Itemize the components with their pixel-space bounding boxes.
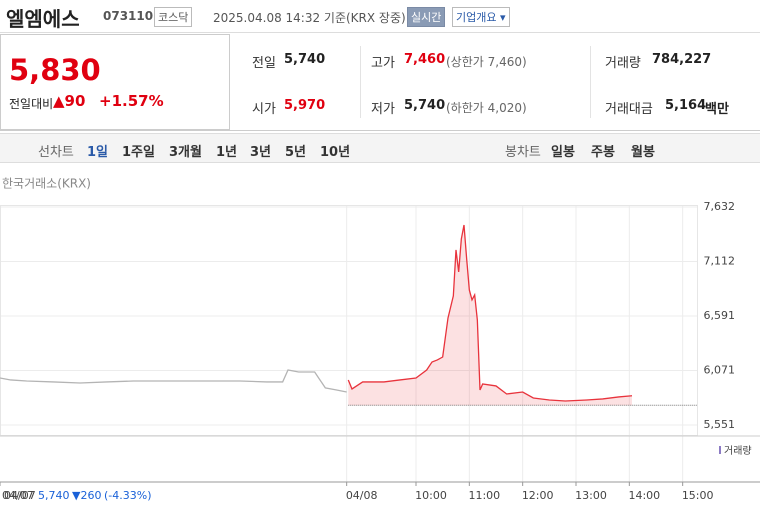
stock-code: 073110 — [103, 9, 154, 23]
y-tick-label: 7,112 — [704, 254, 736, 267]
stat-label: 전일 — [252, 56, 276, 71]
stat-unit: 백만 — [705, 102, 729, 117]
volume-legend: 거래량 — [724, 445, 752, 457]
tab-group-label: 선차트 — [38, 145, 74, 160]
stat-value: 7,460 — [404, 52, 446, 67]
chart-tabs: 선차트 1일 1주일 3개월 1년 3년 5년 10년 봉차트 일봉 주봉 월봉 — [0, 133, 760, 163]
line — [347, 224, 633, 402]
chart-source: 한국거래소(KRX) — [2, 177, 91, 191]
stat-value: 784,227 — [652, 52, 712, 67]
stat-note: (상한가 7,460) — [446, 55, 527, 69]
tab[interactable]: 1주일 — [122, 145, 155, 160]
stat-value: 5,740 — [284, 52, 326, 67]
stock-name: 엘엠에스 — [6, 7, 80, 31]
footer-change: ▼260 — [72, 489, 101, 502]
x-tick-label: 04/08 — [346, 489, 378, 502]
y-tick-label: 5,551 — [704, 418, 736, 431]
legend-swatch — [719, 446, 721, 454]
y-tick-label: 6,591 — [704, 309, 736, 322]
y-tick-label: 7,632 — [704, 200, 736, 213]
header: 엘엠에스 073110 코스닥 2025.04.08 14:32 기준(KRX … — [0, 0, 760, 33]
divider — [590, 46, 591, 118]
stat-label: 시가 — [252, 102, 276, 117]
x-tick-label: 10:00 — [415, 489, 447, 502]
divider — [0, 130, 760, 131]
tab[interactable]: 주봉 — [591, 145, 615, 160]
stat-value: 5,164 — [665, 98, 707, 113]
tab[interactable]: 1일 — [87, 145, 109, 160]
stat-label: 고가 — [371, 56, 395, 71]
x-tick-label: 11:00 — [468, 489, 500, 502]
tab[interactable]: 월봉 — [631, 145, 655, 160]
stat-label: 거래대금 — [605, 102, 653, 117]
tab-group-label: 봉차트 — [505, 145, 541, 160]
y-tick-label: 6,071 — [704, 364, 736, 377]
line — [0, 369, 347, 393]
area — [348, 225, 632, 406]
chart: 한국거래소(KRX) 거래량 04/07 5,740 ▼260 (-4.33%)… — [0, 177, 760, 502]
company-info-button[interactable]: 기업개요 ▾ — [452, 7, 510, 27]
timestamp: 2025.04.08 14:32 기준(KRX 장중) — [213, 11, 406, 25]
change: ▲90 — [53, 92, 86, 110]
current-price: 5,830 — [9, 53, 101, 87]
x-tick-label: 04/07 — [2, 489, 34, 502]
footer-rate: (-4.33%) — [104, 489, 152, 502]
change-label: 전일대비 — [9, 97, 54, 111]
divider — [360, 46, 361, 118]
footer-date: 04/07 — [4, 489, 36, 502]
price-box: 5,830 전일대비 ▲90 +1.57% — [0, 34, 230, 130]
x-tick-label: 12:00 — [522, 489, 554, 502]
market-badge: 코스닥 — [154, 7, 193, 27]
stat-value: 5,740 — [404, 98, 446, 113]
tab[interactable]: 일봉 — [551, 145, 575, 160]
realtime-badge[interactable]: 실시간 — [407, 7, 446, 27]
tab[interactable]: 10년 — [320, 145, 351, 160]
stat-label: 저가 — [371, 102, 395, 117]
stat-label: 거래량 — [605, 56, 641, 71]
x-tick-label: 13:00 — [575, 489, 607, 502]
x-tick-label: 15:00 — [682, 489, 714, 502]
stat-note: (하한가 4,020) — [446, 101, 527, 115]
footer-price: 5,740 — [38, 489, 70, 502]
change-rate: +1.57% — [99, 92, 164, 110]
tab[interactable]: 3년 — [250, 145, 272, 160]
company-info-text: 기업개요 — [456, 11, 497, 24]
x-tick-label: 14:00 — [628, 489, 660, 502]
stat-value: 5,970 — [284, 98, 326, 113]
tab[interactable]: 3개월 — [169, 145, 202, 160]
tab[interactable]: 1년 — [216, 145, 238, 160]
tab[interactable]: 5년 — [285, 145, 307, 160]
